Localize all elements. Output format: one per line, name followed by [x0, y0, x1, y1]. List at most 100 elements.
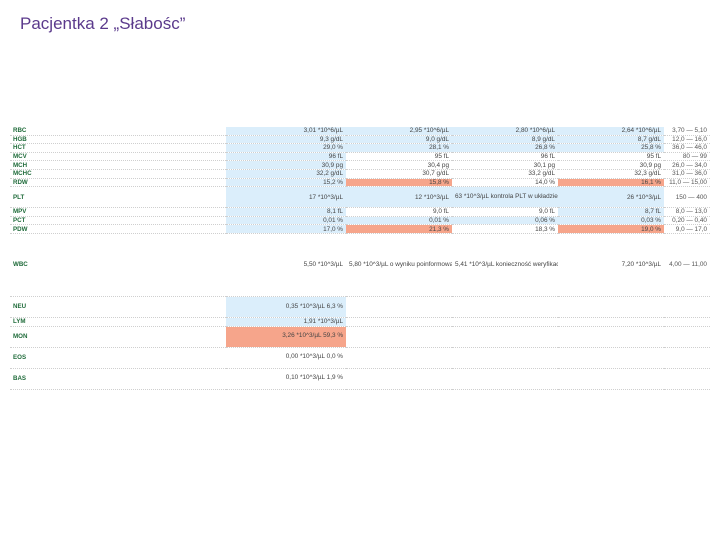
- value-cell: 5,41 *10^3/µL konieczność weryfikacji wz…: [452, 233, 558, 297]
- value-cell: 30,1 pg: [452, 160, 558, 170]
- value-cell: 96 fL: [452, 152, 558, 162]
- value-cell: 5,50 *10^3/µL: [226, 233, 346, 297]
- table-row: MCV 96 fL 95 fL 96 fL 95 fL 80 — 99: [10, 152, 710, 162]
- value-cell: 16,1 %: [558, 178, 664, 188]
- table-row: PDW 17,0 % 21,3 % 18,3 % 19,0 % 9,0 — 17,0: [10, 224, 710, 234]
- value-cell: 0,01 %: [226, 216, 346, 226]
- value-cell: [452, 368, 558, 390]
- table-row: RBC 3,01 *10^6/µL 2,95 *10^6/µL 2,80 *10^6/…: [10, 127, 710, 136]
- row-label: MCV: [10, 152, 226, 162]
- row-label: PCT: [10, 216, 226, 226]
- value-cell: 2,64 *10^6/µL: [558, 127, 664, 136]
- table-row: HGB 9,3 g/dL 9,0 g/dL 8,9 g/dL 8,7 g/dL 12,0 …: [10, 135, 710, 145]
- reference-range: 26,0 — 34,0: [664, 160, 710, 170]
- value-cell: 0,03 %: [558, 216, 664, 226]
- value-cell: [346, 326, 452, 348]
- value-cell: 19,0 %: [558, 224, 664, 234]
- value-cell: [558, 347, 664, 369]
- value-cell: [346, 368, 452, 390]
- reference-range: 12,0 — 16,0: [664, 135, 710, 145]
- table-row: EOS 0,00 *10^3/µL 0,0 %: [10, 347, 710, 369]
- value-cell: 25,8 %: [558, 143, 664, 153]
- value-cell: 32,2 g/dL: [226, 169, 346, 179]
- row-label: RDW: [10, 178, 226, 188]
- row-label: WBC: [10, 233, 226, 297]
- value-cell: 26,8 %: [452, 143, 558, 153]
- reference-range: 11,0 — 15,00: [664, 178, 710, 188]
- reference-range: [664, 368, 710, 390]
- value-cell: [452, 347, 558, 369]
- value-cell: [452, 296, 558, 318]
- row-label: PDW: [10, 224, 226, 234]
- table-row: RDW 15,2 % 15,8 % 14,0 % 16,1 % 11,0 — 15,00: [10, 178, 710, 188]
- row-label: PLT: [10, 186, 226, 209]
- value-cell: 0,06 %: [452, 216, 558, 226]
- row-label: MPV: [10, 207, 226, 217]
- table-row: MCH 30,9 pg 30,4 pg 30,1 pg 30,9 pg 26,0 — 34…: [10, 160, 710, 170]
- value-cell: 95 fL: [558, 152, 664, 162]
- table-row: MON 3,26 *10^3/µL 59,3 %: [10, 326, 710, 348]
- value-cell: 30,9 pg: [558, 160, 664, 170]
- row-label: RBC: [10, 127, 226, 136]
- table-row: MPV 8,1 fL 9,0 fL 9,0 fL 8,7 fL 8,0 — 13,0: [10, 207, 710, 217]
- value-cell: [452, 317, 558, 327]
- table-row: MCHC 32,2 g/dL 30,7 g/dL 33,2 g/dL 32,3 g/dL…: [10, 169, 710, 179]
- reference-range: 80 — 99: [664, 152, 710, 162]
- value-cell: 14,0 %: [452, 178, 558, 188]
- table-row: PLT 17 *10^3/µL 12 *10^3/µL 63 *10^3/µL kon…: [10, 186, 710, 209]
- row-label: EOS: [10, 347, 226, 369]
- reference-range: 8,0 — 13,0: [664, 207, 710, 217]
- table-row: WBC 5,50 *10^3/µL 5,80 *10^3/µL o wyniku p…: [10, 233, 710, 297]
- value-cell: 9,0 fL: [452, 207, 558, 217]
- value-cell: 96 fL: [226, 152, 346, 162]
- value-cell: 0,10 *10^3/µL 1,9 %: [226, 368, 346, 390]
- value-cell: 3,01 *10^6/µL: [226, 127, 346, 136]
- reference-range: 31,0 — 36,0: [664, 169, 710, 179]
- value-cell: 2,95 *10^6/µL: [346, 127, 452, 136]
- reference-range: [664, 317, 710, 327]
- row-label: MCH: [10, 160, 226, 170]
- value-cell: 5,80 *10^3/µL o wyniku poinformowano lek…: [346, 233, 452, 297]
- value-cell: 0,35 *10^3/µL 6,3 %: [226, 296, 346, 318]
- row-label: NEU: [10, 296, 226, 318]
- lab-results-table: RBC 3,01 *10^6/µL 2,95 *10^6/µL 2,80 *10^6/…: [10, 127, 710, 390]
- value-cell: 15,2 %: [226, 178, 346, 188]
- reference-range: 9,0 — 17,0: [664, 224, 710, 234]
- row-label: LYM: [10, 317, 226, 327]
- value-cell: 32,3 g/dL: [558, 169, 664, 179]
- value-cell: 29,0 %: [226, 143, 346, 153]
- value-cell: 9,0 fL: [346, 207, 452, 217]
- slide-title: Pacjentka 2 „Słabośc”: [20, 14, 186, 33]
- reference-range: 0,20 — 0,40: [664, 216, 710, 226]
- value-cell: 30,4 pg: [346, 160, 452, 170]
- value-cell: 7,20 *10^3/µL: [558, 233, 664, 297]
- value-cell: 2,80 *10^6/µL: [452, 127, 558, 136]
- value-cell: 17 *10^3/µL: [226, 186, 346, 209]
- value-cell: 30,7 g/dL: [346, 169, 452, 179]
- value-cell: 95 fL: [346, 152, 452, 162]
- value-cell: 0,00 *10^3/µL 0,0 %: [226, 347, 346, 369]
- value-cell: 3,26 *10^3/µL 59,3 %: [226, 326, 346, 348]
- value-cell: 15,8 %: [346, 178, 452, 188]
- value-cell: 26 *10^3/µL: [558, 186, 664, 209]
- reference-range: 3,70 — 5,10: [664, 127, 710, 136]
- table-row: PCT 0,01 % 0,01 % 0,06 % 0,03 % 0,20 — 0,40: [10, 216, 710, 226]
- reference-range: [664, 296, 710, 318]
- value-cell: [346, 347, 452, 369]
- reference-range: [664, 347, 710, 369]
- value-cell: [558, 368, 664, 390]
- value-cell: [558, 296, 664, 318]
- table-row: BAS 0,10 *10^3/µL 1,9 %: [10, 368, 710, 390]
- value-cell: 1,91 *10^3/µL: [226, 317, 346, 327]
- value-cell: [346, 317, 452, 327]
- value-cell: [558, 317, 664, 327]
- row-label: HGB: [10, 135, 226, 145]
- row-label: BAS: [10, 368, 226, 390]
- value-cell: 33,2 g/dL: [452, 169, 558, 179]
- value-cell: [452, 326, 558, 348]
- table-row: NEU 0,35 *10^3/µL 6,3 %: [10, 296, 710, 318]
- value-cell: 28,1 %: [346, 143, 452, 153]
- value-cell: 21,3 %: [346, 224, 452, 234]
- row-label: HCT: [10, 143, 226, 153]
- value-cell: [558, 326, 664, 348]
